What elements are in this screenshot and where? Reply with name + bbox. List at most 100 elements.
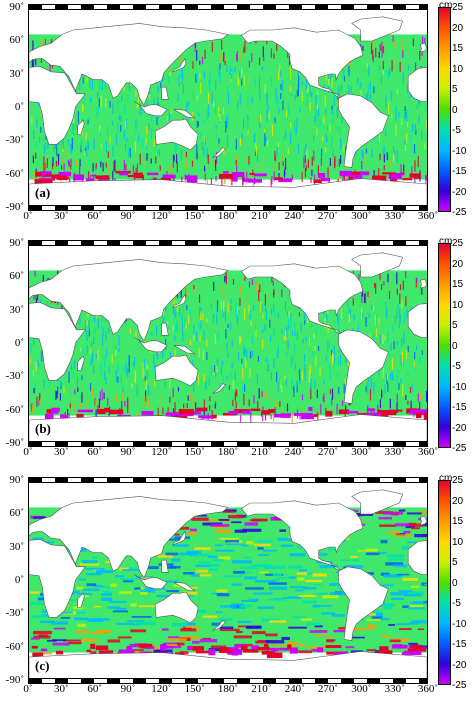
longitude-tick-label: 60˚	[87, 210, 102, 222]
map-panel-c: 90˚ 60˚ 30˚ 0˚ -30˚ -60˚ -90˚ (c) 0˚ 30˚ 60˚ 90˚ 120…	[0, 473, 474, 709]
land-indonesia	[133, 101, 168, 117]
colorbar-tick-label: -20	[452, 659, 467, 671]
latitude-tick-label: -60˚	[5, 640, 24, 653]
longitude-tick-label: 300˚	[351, 446, 372, 458]
map-border-ticks	[28, 240, 428, 246]
longitude-tick-label: 180˚	[217, 446, 239, 458]
latitude-tick-label: 0˚	[14, 337, 24, 349]
land-madagascar	[77, 119, 85, 135]
longitude-tick-label: 360˚	[417, 210, 439, 222]
longitude-tick-label: 330˚	[384, 683, 405, 695]
land-greenland	[351, 16, 404, 42]
map-area	[28, 480, 428, 680]
land-nz	[212, 620, 227, 631]
colorbar-tick-label: -20	[452, 422, 467, 434]
colorbar-tick-label: 25	[452, 2, 464, 13]
colorbar-tick-label: -15	[452, 166, 467, 177]
land-madagascar	[77, 355, 85, 371]
land-japan	[172, 293, 187, 309]
longitude-tick-label: 360˚	[417, 446, 439, 458]
land-japan	[172, 57, 187, 73]
colorbar-tick-label: -5	[452, 125, 461, 136]
colorbar-unit: cm	[439, 0, 453, 11]
colorbar-tick-label: -25	[452, 680, 467, 691]
colorbar-tick-label: 20	[452, 258, 464, 270]
land-antarctica	[29, 178, 427, 206]
colorbar-tick-label: 15	[452, 516, 464, 527]
latitude-tick-label: 60˚	[9, 270, 24, 283]
latitude-tick-label: 60˚	[9, 34, 24, 47]
colorbar-tick-label: -25	[452, 443, 467, 454]
land-philippines	[161, 322, 169, 336]
longitude-tick-label: 150˚	[184, 683, 205, 695]
longitude-tick-label: 210˚	[251, 683, 272, 695]
land-africa	[29, 301, 86, 381]
colorbar-unit: cm	[439, 473, 453, 484]
longitude-tick-label: 30˚	[53, 210, 69, 222]
land-africa	[29, 538, 86, 618]
longitude-tick-label: 120˚	[151, 683, 172, 695]
panel-label: (c)	[33, 658, 52, 674]
land-madagascar	[77, 592, 85, 608]
land-s-america	[338, 93, 389, 168]
land-africa-w	[407, 540, 427, 575]
land-philippines	[161, 86, 169, 100]
latitude-tick-label: -60˚	[5, 403, 24, 416]
latitude-tick-label: 60˚	[9, 507, 24, 520]
latitude-tick-label: 90˚	[9, 1, 24, 13]
longitude-tick-label: 210˚	[251, 210, 272, 222]
latitude-tick-label: -30˚	[5, 607, 24, 620]
panel-label: (b)	[33, 421, 53, 437]
land-newguinea	[173, 344, 196, 355]
latitude-tick-label: 30˚	[9, 540, 24, 553]
land-uk	[419, 515, 427, 526]
map-panel-b: 90˚ 60˚ 30˚ 0˚ -30˚ -60˚ -90˚ (b) 0˚ 30˚ 60˚ 90˚ 120…	[0, 236, 474, 472]
colorbar-tick-label: -25	[452, 207, 467, 218]
land-uk	[419, 42, 427, 53]
longitude-tick-label: 330˚	[384, 210, 405, 222]
land-australia	[154, 354, 199, 387]
longitude-tick-label: 180˚	[217, 210, 239, 222]
land-greenland	[351, 489, 404, 515]
colorbar-tick-label: 15	[452, 43, 464, 54]
colorbar-tick-label: 5	[452, 557, 458, 568]
colorbar	[438, 480, 451, 685]
longitude-tick-label: 60˚	[87, 683, 102, 695]
land-nz	[212, 147, 227, 158]
map-border-ticks	[28, 477, 428, 483]
colorbar-tick-label: 10	[452, 536, 464, 548]
latitude-tick-label: 90˚	[9, 474, 24, 486]
latitude-tick-label: -30˚	[5, 134, 24, 147]
colorbar	[438, 7, 451, 212]
colorbar-tick-label: -10	[452, 381, 467, 393]
colorbar-tick-label: 20	[452, 495, 464, 507]
land-newguinea	[173, 108, 196, 119]
land-greenland	[351, 252, 404, 278]
land-eurasia	[29, 259, 229, 342]
colorbar-tick-label: 5	[452, 84, 458, 95]
colorbar-tick-label: -5	[452, 361, 461, 372]
land-eurasia	[29, 496, 229, 579]
land-s-america	[338, 329, 389, 404]
colorbar-tick-label: 10	[452, 299, 464, 311]
map-border-ticks	[28, 678, 428, 684]
colorbar-tick-label: 0	[452, 340, 458, 352]
latitude-tick-label: 0˚	[14, 574, 24, 586]
latitude-tick-label: -30˚	[5, 370, 24, 383]
longitude-tick-label: 270˚	[317, 446, 339, 458]
map-area	[28, 243, 428, 443]
land-indonesia	[133, 574, 168, 590]
land-newguinea	[173, 581, 196, 592]
map-border-ticks	[28, 205, 428, 211]
sea-level-anomaly-map	[29, 489, 427, 679]
land-n-america	[240, 27, 364, 99]
land-eurasia	[29, 23, 229, 106]
colorbar-tick-label: 5	[452, 320, 458, 331]
land-philippines	[161, 559, 169, 573]
land-n-america	[240, 500, 364, 572]
colorbar-unit: cm	[439, 236, 453, 247]
longitude-tick-label: 300˚	[351, 210, 372, 222]
latitude-tick-label: -90˚	[5, 674, 24, 686]
colorbar-tick-label: 0	[452, 577, 458, 589]
longitude-tick-label: 270˚	[317, 683, 339, 695]
